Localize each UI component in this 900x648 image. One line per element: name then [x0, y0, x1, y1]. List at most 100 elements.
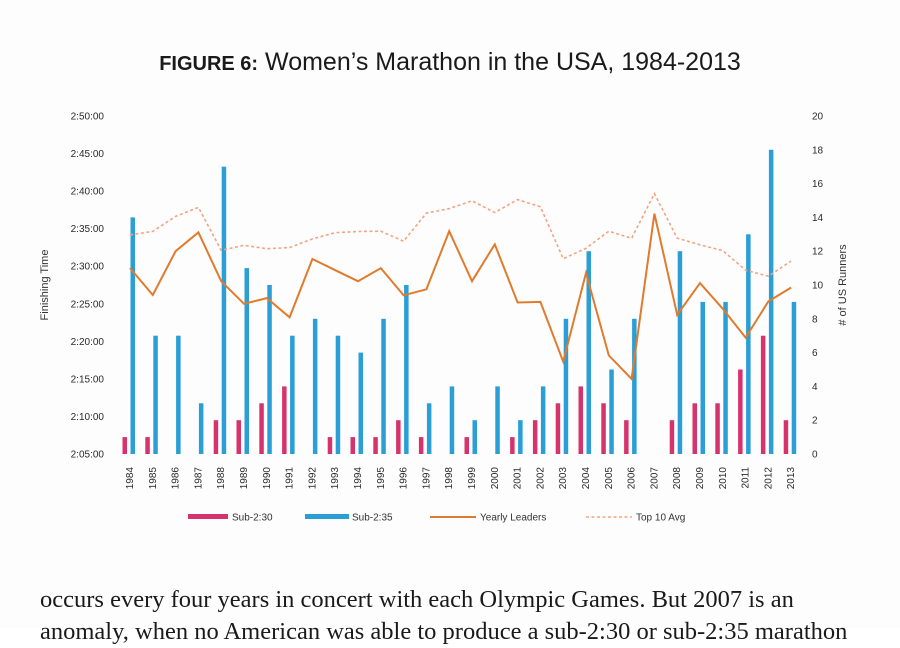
- bar-sub230: [259, 403, 264, 454]
- bar-sub235: [404, 285, 409, 454]
- y-axis-title: Finishing Time: [39, 250, 51, 321]
- y2-tick-label: 14: [812, 213, 824, 224]
- bar-sub235: [312, 318, 318, 454]
- bar-sub235: [426, 403, 432, 454]
- y-tick-label: 2:25:00: [71, 299, 105, 310]
- bar-sub230: [692, 403, 697, 454]
- bar-sub235: [495, 386, 500, 454]
- bar-sub230: [396, 420, 401, 454]
- legend-swatch-sub235: [305, 514, 349, 519]
- bar-sub235: [518, 420, 523, 454]
- bar-sub230: [282, 386, 287, 454]
- bar-sub235: [153, 335, 158, 454]
- bar-sub235: [677, 251, 683, 454]
- bar-sub235: [609, 369, 614, 454]
- bar-sub235: [290, 335, 295, 454]
- body-text-line-1: occurs every four years in concert with …: [40, 586, 794, 613]
- x-tick-label: 1992: [307, 467, 318, 490]
- bar-sub235: [700, 301, 705, 454]
- x-tick-label: 1994: [353, 467, 364, 490]
- bar-sub230: [783, 420, 789, 454]
- x-tick-label: 2011: [741, 467, 752, 489]
- x-tick-label: 1996: [399, 467, 410, 490]
- x-tick-label: 1998: [444, 467, 455, 490]
- bar-sub230: [601, 403, 606, 454]
- line-yearly-leaders: [129, 213, 792, 382]
- bar-sub230: [738, 369, 743, 454]
- page: FIGURE 6: Women’s Marathon in the USA, 1…: [0, 48, 900, 645]
- bar-sub235: [176, 335, 181, 454]
- y2-tick-label: 12: [812, 247, 824, 258]
- x-tick-label: 2007: [649, 467, 660, 490]
- figure-title-text: Women’s Marathon in the USA, 1984-2013: [265, 48, 741, 76]
- bar-sub235: [723, 301, 728, 454]
- x-tick-label: 2013: [786, 467, 797, 490]
- x-tick-label: 1991: [285, 467, 296, 490]
- x-tick-label: 2012: [763, 467, 774, 490]
- bar-sub230: [669, 420, 675, 454]
- bar-sub235: [586, 251, 591, 454]
- x-tick-label: 1995: [376, 467, 387, 490]
- legend-swatch-sub230: [188, 514, 228, 519]
- figure-label: FIGURE 6:: [159, 53, 259, 75]
- x-tick-label: 1990: [262, 467, 273, 490]
- x-tick-label: 2000: [490, 467, 501, 490]
- y2-tick-label: 0: [812, 450, 818, 461]
- x-tick-label: 1985: [148, 467, 159, 490]
- y2-tick-label: 6: [812, 348, 818, 359]
- legend-label-top10-avg: Top 10 Avg: [636, 513, 685, 524]
- x-tick-label: 2009: [695, 467, 706, 490]
- x-tick-label: 1984: [125, 467, 136, 490]
- y-tick-label: 2:20:00: [71, 337, 105, 348]
- y-tick-label: 2:45:00: [71, 149, 105, 160]
- bar-sub230: [578, 386, 583, 454]
- y-tick-label: 2:35:00: [71, 224, 105, 235]
- x-tick-label: 1993: [330, 467, 341, 490]
- bar-sub235: [358, 352, 363, 454]
- bar-sub230: [464, 437, 469, 454]
- bar-sub235: [449, 386, 455, 454]
- bar-sub235: [335, 335, 341, 454]
- chart: 2:05:00 2:10:00 2:15:00 2:20:00 2:25:00 2:30:…: [39, 112, 849, 524]
- bar-sub230: [418, 437, 424, 454]
- y2-tick-label: 8: [812, 314, 818, 325]
- y-tick-label: 2:40:00: [71, 187, 105, 198]
- legend-label-sub235: Sub-2:35: [352, 513, 393, 524]
- line-top10-avg: [129, 191, 792, 278]
- x-tick-label: 1986: [171, 467, 182, 490]
- bar-sub235: [632, 318, 637, 454]
- y2-tick-label: 16: [812, 179, 824, 190]
- bar-sub230: [624, 420, 629, 454]
- x-tick-label: 2008: [672, 467, 683, 490]
- x-tick-label: 2006: [627, 467, 638, 490]
- bar-sub235: [130, 217, 135, 454]
- bar-sub230: [760, 335, 766, 454]
- y2-axis-title: # of US Runners: [837, 244, 849, 326]
- x-tick-label: 2010: [718, 467, 729, 490]
- bar-sub230: [122, 437, 127, 454]
- body-text-line-2: anomaly, when no American was able to pr…: [40, 618, 848, 645]
- bar-sub235: [540, 386, 546, 454]
- y2-tick-label: 18: [812, 145, 824, 156]
- bar-sub230: [373, 437, 378, 454]
- x-tick-label: 2004: [581, 467, 592, 490]
- y2-tick-label: 2: [812, 416, 818, 427]
- y-tick-label: 2:15:00: [71, 374, 105, 385]
- bar-sub230: [213, 420, 219, 454]
- x-tick-label: 1997: [421, 467, 432, 490]
- x-tick-label: 1987: [193, 467, 204, 490]
- y2-tick-label: 4: [812, 382, 818, 393]
- bar-sub235: [221, 166, 227, 454]
- bar-sub230: [715, 403, 720, 454]
- x-tick-label: 2003: [558, 467, 569, 490]
- bar-sub235: [768, 149, 774, 455]
- y-tick-label: 2:05:00: [71, 450, 105, 461]
- body-text: occurs every four years in concert with …: [40, 584, 860, 648]
- bar-sub235: [267, 285, 272, 454]
- y-tick-label: 2:50:00: [71, 112, 105, 123]
- x-tick-label: 1999: [467, 467, 478, 490]
- legend-label-sub230: Sub-2:30: [232, 513, 273, 524]
- bar-sub230: [236, 420, 241, 454]
- figure-title: FIGURE 6: Women’s Marathon in the USA, 1…: [0, 48, 900, 77]
- bar-sub230: [145, 437, 150, 454]
